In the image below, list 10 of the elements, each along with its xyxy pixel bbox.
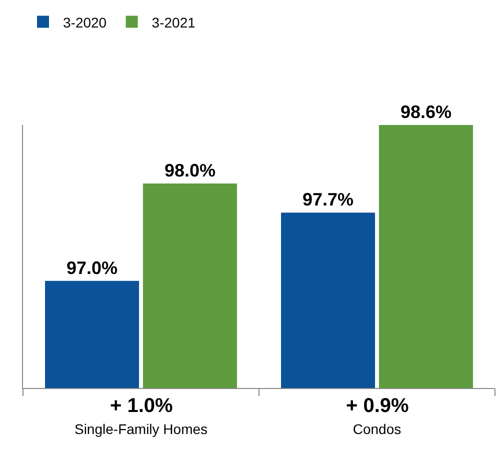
annotation: + 0.9%: [346, 395, 410, 417]
data-label: 98.6%: [400, 102, 452, 122]
legend-label: 3-2021: [152, 14, 196, 30]
x-tick-label: Condos: [352, 420, 402, 437]
legend-label: 3-2020: [63, 14, 107, 30]
x-tick-label: Single-Family Homes: [74, 420, 208, 437]
data-label: 97.0%: [66, 258, 118, 278]
data-label: 98.0%: [164, 160, 216, 180]
annotation: + 1.0%: [110, 395, 174, 417]
data-label: 97.7%: [302, 190, 354, 210]
